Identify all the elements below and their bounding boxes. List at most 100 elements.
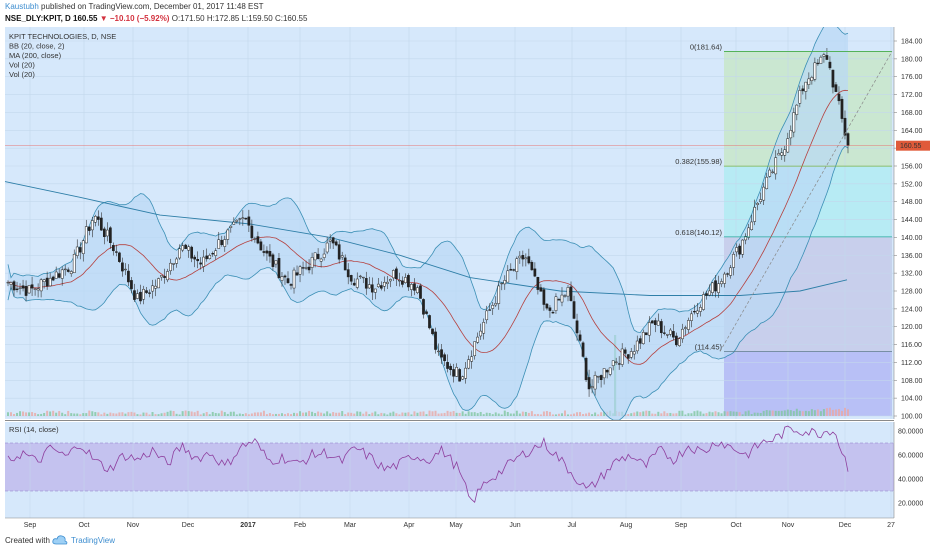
volume-bar <box>536 413 539 416</box>
candle-body <box>112 245 115 252</box>
volume-bar <box>178 414 181 416</box>
volume-bar <box>654 413 657 416</box>
candle-body <box>512 269 516 271</box>
volume-bar <box>847 409 849 416</box>
volume-bar <box>669 412 672 416</box>
candle-body <box>714 280 717 292</box>
candle-body <box>566 287 570 297</box>
price-tick-label: 104.00 <box>901 396 923 403</box>
rsi-scale[interactable]: 80.0000 60.0000 40.0000 20.0000 <box>898 429 923 508</box>
volume-bar <box>350 412 353 416</box>
volume-bars <box>7 335 849 416</box>
volume-bar <box>389 412 392 416</box>
volume-bar <box>720 413 723 416</box>
candle-body <box>169 262 172 272</box>
volume-bar <box>241 414 244 416</box>
candle-body <box>148 292 151 294</box>
candle-body <box>229 225 233 228</box>
legend-entry: MA (200, close) <box>9 51 62 60</box>
price-scale[interactable]: 184.00 180.00 176.00 172.00 168.00 164.00 160.… <box>894 39 930 421</box>
volume-bar <box>25 412 28 416</box>
volume-bar <box>359 411 362 416</box>
volume-bar <box>115 413 118 416</box>
candle-body <box>554 296 558 311</box>
candle-body <box>515 258 519 272</box>
volume-bar <box>211 411 214 416</box>
candle-body <box>157 278 160 289</box>
candle-body <box>172 263 175 265</box>
candle-body <box>584 357 588 381</box>
candle-body <box>723 273 726 284</box>
candle-body <box>241 217 245 219</box>
time-label: Dec <box>839 522 852 529</box>
volume-bar <box>49 411 52 416</box>
candle-body <box>659 321 663 334</box>
candle-body <box>656 320 660 326</box>
volume-bar <box>311 411 314 416</box>
candlesticks <box>6 47 850 397</box>
volume-bar <box>323 413 326 416</box>
volume-bar <box>410 414 413 416</box>
candle-body <box>39 279 43 292</box>
candle-body <box>762 186 766 201</box>
time-label: Mar <box>344 522 357 529</box>
candle-body <box>208 255 212 260</box>
time-label: Aug <box>620 522 633 529</box>
volume-bar <box>702 413 705 416</box>
candle-body <box>602 368 606 379</box>
candle-body <box>370 284 374 293</box>
candle-body <box>373 288 377 293</box>
candle-body <box>771 171 775 173</box>
candle-body <box>521 255 525 260</box>
candle-body <box>398 279 401 282</box>
price-tick-label: 140.00 <box>901 235 923 242</box>
candle-body <box>587 377 591 390</box>
volume-bar <box>407 412 410 416</box>
candle-body <box>813 62 817 80</box>
volume-bar <box>302 412 305 416</box>
volume-bar <box>232 411 235 416</box>
candle-body <box>473 341 477 357</box>
volume-bar <box>642 411 645 416</box>
volume-bar <box>88 410 91 416</box>
candle-body <box>729 267 732 276</box>
candle-body <box>425 311 428 314</box>
volume-bar <box>588 412 591 416</box>
volume-bar <box>365 411 368 416</box>
candle-body <box>458 369 461 382</box>
volume-bar <box>10 412 13 416</box>
time-axis[interactable]: Sep Oct Nov Dec 2017 Feb Mar Apr May Jun Jul Aug Sep… <box>24 522 895 529</box>
volume-bar <box>223 412 226 416</box>
volume-bar <box>265 414 268 416</box>
candle-body <box>789 130 793 139</box>
candle-body <box>30 284 34 289</box>
candle-body <box>226 229 230 240</box>
volume-bar <box>834 409 837 416</box>
volume-bar <box>280 413 283 416</box>
volume-bar <box>443 412 446 416</box>
volume-bar <box>440 413 443 416</box>
volume-bar <box>344 414 347 416</box>
candle-body <box>693 310 696 313</box>
candle-body <box>33 288 37 290</box>
symbol-name[interactable]: NSE_DLY:KPIT, D <box>5 14 71 23</box>
last-price: 160.55 <box>73 14 98 23</box>
candle-body <box>322 253 326 258</box>
volume-bar <box>256 412 259 416</box>
candle-body <box>346 269 350 278</box>
volume-bar <box>627 413 630 416</box>
author-link[interactable]: Kaustubh <box>5 2 39 11</box>
legend-entry: Vol (20) <box>9 70 35 79</box>
volume-bar <box>238 413 241 416</box>
candle-body <box>452 369 455 377</box>
candle-body <box>253 238 257 240</box>
tradingview-link[interactable]: TradingView <box>71 536 116 545</box>
candle-body <box>256 236 260 244</box>
volume-bar <box>509 413 512 416</box>
candle-body <box>623 349 627 354</box>
candle-body <box>819 56 823 64</box>
price-chart[interactable]: 0(181.64) 0.382(155.98) 0.618(140.12) (114.… <box>0 27 932 530</box>
price-tick-label: 128.00 <box>901 289 923 296</box>
candle-body <box>175 258 178 264</box>
volume-bar <box>296 413 299 416</box>
